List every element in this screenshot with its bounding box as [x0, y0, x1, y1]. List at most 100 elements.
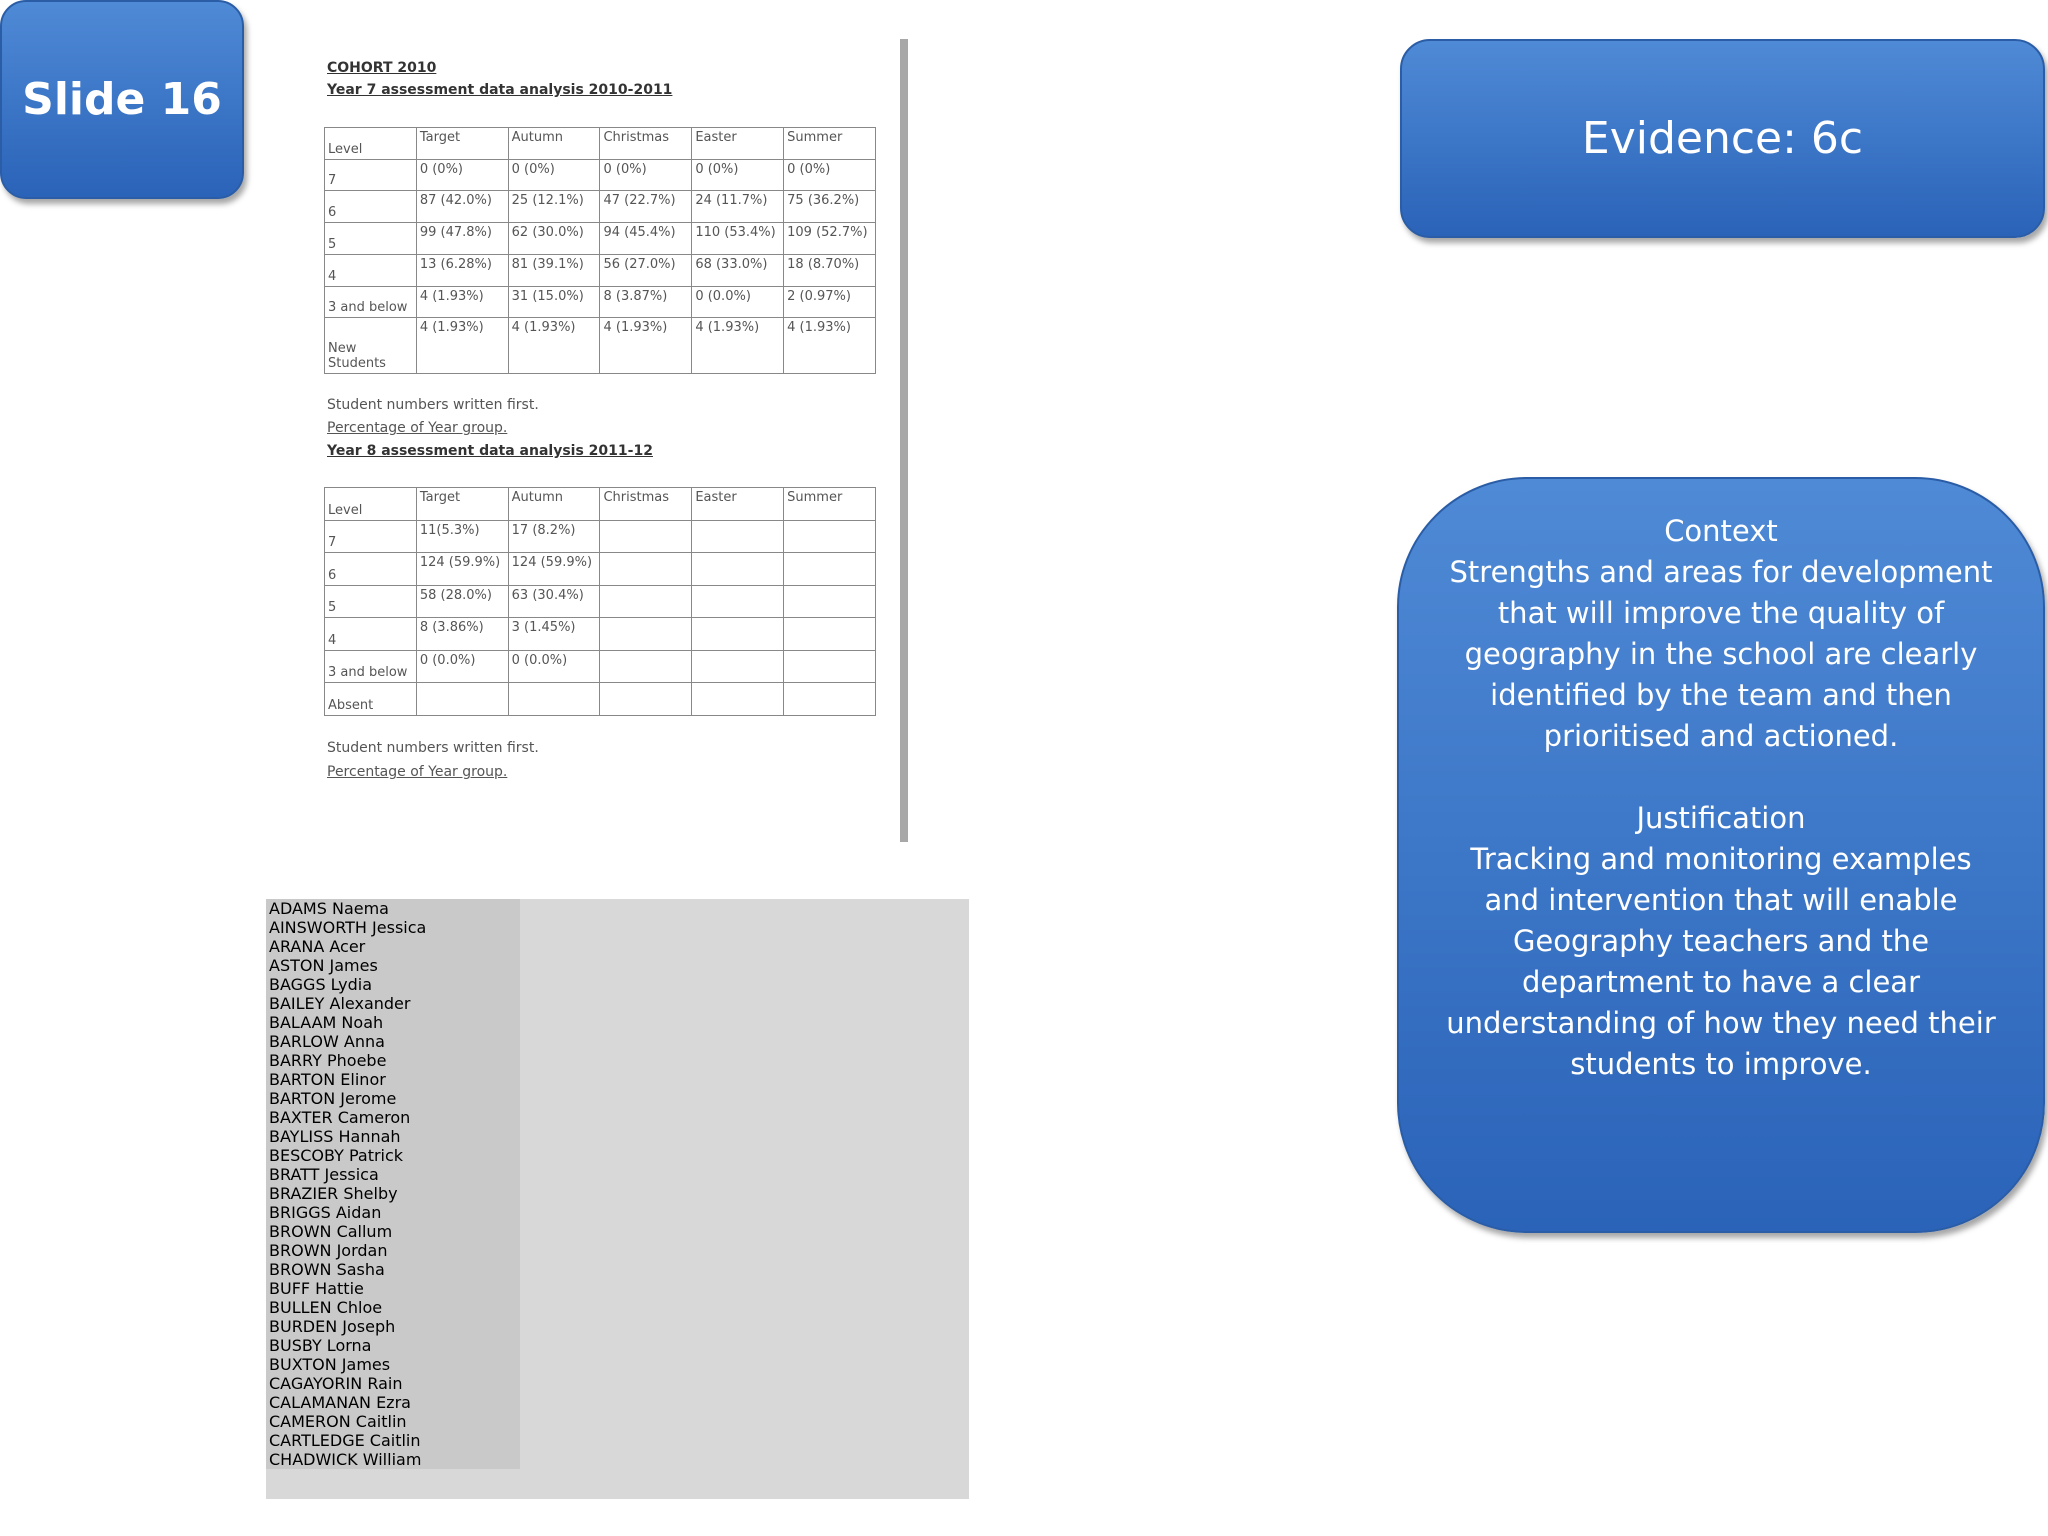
cell: 6: [324, 552, 417, 586]
header-cell: Level: [324, 487, 417, 521]
row: 6 124 (59.9%) 124 (59.9%): [324, 552, 876, 586]
note: Percentage of Year group.: [327, 420, 508, 436]
cell: 0 (0%): [783, 158, 876, 192]
row: 5 99 (47.8%) 62 (30.0%) 94 (45.4%) 110 (53.4…: [324, 222, 876, 255]
cell: [691, 584, 785, 619]
spreadsheet: ADAMS Naema AINSWORTH Jessica ARANA Acer AS…: [266, 899, 969, 1499]
name-cell: AINSWORTH Jessica: [266, 918, 520, 937]
cell: 124 (59.9%): [507, 552, 601, 586]
cell: 8 (3.86%): [415, 617, 509, 651]
cell: 63 (30.4%): [507, 584, 601, 619]
cell: [783, 682, 876, 716]
name-cell: CALAMANAN Ezra: [266, 1393, 520, 1412]
table-title: Year 7 assessment data analysis 2010-201…: [327, 82, 673, 98]
table: Level Target Autumn Christmas Easter Summer 7 0…: [324, 127, 876, 374]
name-cell: ADAMS Naema: [266, 899, 520, 918]
cell: 0 (0%): [507, 158, 601, 192]
header-cell: Level: [324, 127, 417, 160]
header-cell: Easter: [691, 487, 785, 521]
cell: 0 (0%): [691, 158, 785, 192]
cell: 6: [324, 190, 417, 224]
cell: [691, 552, 785, 586]
cell: 110 (53.4%): [691, 222, 785, 255]
cell: 8 (3.87%): [599, 285, 693, 319]
name-cell: BROWN Jordan: [266, 1241, 520, 1260]
name-cell: CAMERON Caitlin: [266, 1412, 520, 1431]
cell: 0 (0.0%): [415, 649, 509, 684]
cell: Absent: [324, 682, 417, 716]
cell: 5: [324, 584, 417, 619]
cell: [507, 682, 601, 716]
table: Level Target Autumn Christmas Easter Summer 7 1…: [324, 487, 876, 716]
header-cell: Summer: [783, 487, 876, 521]
name-cell: CAGAYORIN Rain: [266, 1374, 520, 1393]
cell: 17 (8.2%): [507, 519, 601, 554]
cell: 4: [324, 253, 417, 287]
justification-heading: Justification: [1636, 801, 1806, 835]
name-cell: CHADWICK William: [266, 1450, 520, 1469]
name-cell: BRIGGS Aidan: [266, 1203, 520, 1222]
cell: 3 and below: [324, 285, 417, 319]
cell: 7: [324, 519, 417, 554]
cell: New Students: [324, 317, 417, 374]
row: 7 11(5.3%) 17 (8.2%): [324, 519, 876, 554]
cell: 99 (47.8%): [415, 222, 509, 255]
cell: 25 (12.1%): [507, 190, 601, 224]
evidence-title: Evidence: 6c: [1400, 39, 2045, 238]
cell: 4 (1.93%): [507, 317, 601, 374]
row: Absent: [324, 682, 876, 716]
name-cell: BAYLISS Hannah: [266, 1127, 520, 1146]
cell: [783, 617, 876, 651]
name-cell: BRAZIER Shelby: [266, 1184, 520, 1203]
cell: 24 (11.7%): [691, 190, 785, 224]
header-cell: Christmas: [599, 487, 693, 521]
cell: 13 (6.28%): [415, 253, 509, 287]
cell: 81 (39.1%): [507, 253, 601, 287]
row: 6 87 (42.0%) 25 (12.1%) 47 (22.7%) 24 (11.7%…: [324, 190, 876, 224]
header-cell: Autumn: [507, 487, 601, 521]
cell: 3 (1.45%): [507, 617, 601, 651]
cell: 62 (30.0%): [507, 222, 601, 255]
cell: 4 (1.93%): [415, 317, 509, 374]
cell: 47 (22.7%): [599, 190, 693, 224]
cell: 0 (0.0%): [691, 285, 785, 319]
cell: 68 (33.0%): [691, 253, 785, 287]
cell: [691, 682, 785, 716]
cell: 7: [324, 158, 417, 192]
name-cell: BARRY Phoebe: [266, 1051, 520, 1070]
cohort: COHORT 2010: [327, 60, 437, 76]
document-scan: COHORT 2010 Year 7 assessment data analy…: [268, 39, 905, 842]
name-cell: BARLOW Anna: [266, 1032, 520, 1051]
note: Percentage of Year group.: [327, 764, 508, 780]
cell: [783, 584, 876, 619]
slide-label: Slide 16: [0, 0, 244, 199]
cell: [783, 552, 876, 586]
name-cell: ASTON James: [266, 956, 520, 975]
cell: 109 (52.7%): [783, 222, 876, 255]
cell: [783, 649, 876, 684]
cell: 4 (1.93%): [783, 317, 876, 374]
cell: 0 (0.0%): [507, 649, 601, 684]
cell: 0 (0%): [599, 158, 693, 192]
name-cell: BAXTER Cameron: [266, 1108, 520, 1127]
name-cell: BARTON Jerome: [266, 1089, 520, 1108]
name-cell: BULLEN Chloe: [266, 1298, 520, 1317]
context-heading: Context: [1664, 514, 1778, 548]
cell: [691, 519, 785, 554]
name-cell: CARTLEDGE Caitlin: [266, 1431, 520, 1450]
cell: [599, 649, 693, 684]
cell: 31 (15.0%): [507, 285, 601, 319]
cell: [599, 519, 693, 554]
cell: 4 (1.93%): [691, 317, 785, 374]
spacer: [1439, 757, 2003, 798]
name-cell: BROWN Callum: [266, 1222, 520, 1241]
name-cell: BUXTON James: [266, 1355, 520, 1374]
row: 5 58 (28.0%) 63 (30.4%): [324, 584, 876, 619]
name-cell: BAGGS Lydia: [266, 975, 520, 994]
name-cell: ARANA Acer: [266, 937, 520, 956]
header-cell: Autumn: [507, 127, 601, 160]
name-cell: BAILEY Alexander: [266, 994, 520, 1013]
name-cell: BESCOBY Patrick: [266, 1146, 520, 1165]
